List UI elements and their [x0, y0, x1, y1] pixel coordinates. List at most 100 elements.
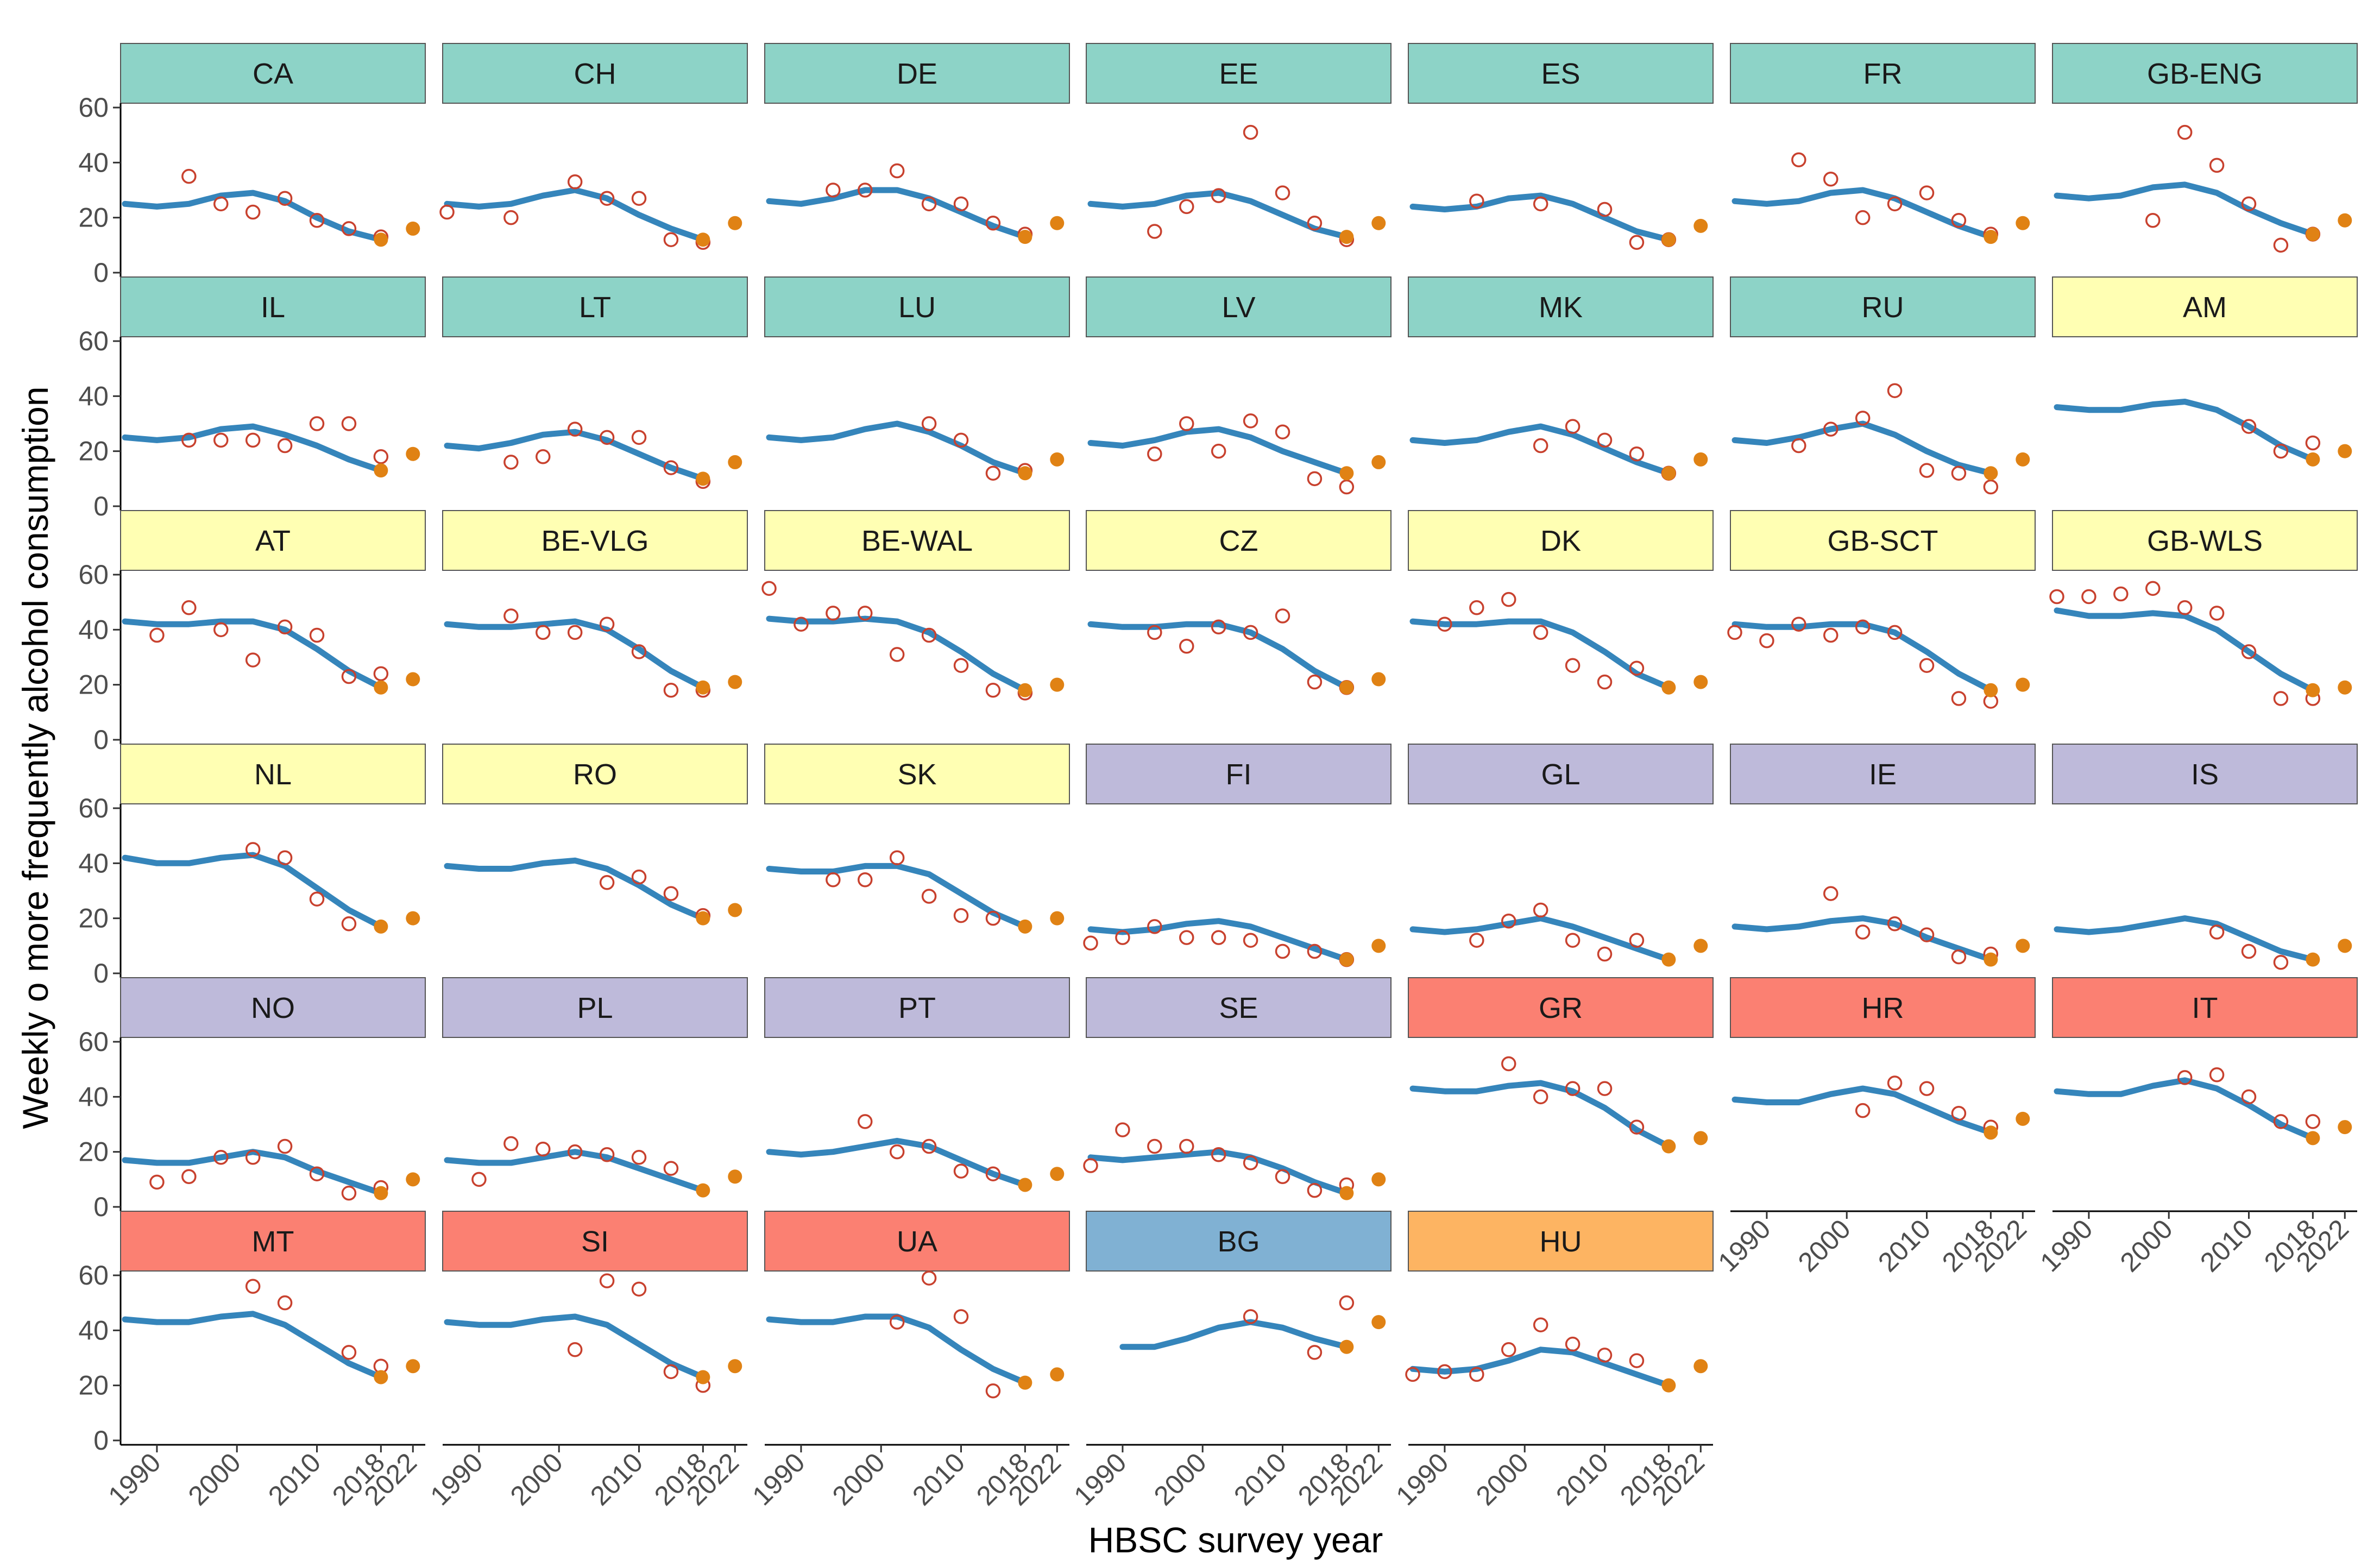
panel-strip-label: PT [898, 992, 936, 1024]
panel-mk: MK [1408, 276, 1714, 481]
observed-point [921, 889, 937, 904]
estimate-2018-point [696, 680, 710, 695]
panel-strip-label: GR [1539, 992, 1583, 1024]
observed-point [1115, 930, 1130, 945]
panel-strip [1730, 510, 2036, 571]
smooth-line [2054, 915, 2316, 963]
panel-strip-label: NO [251, 992, 295, 1024]
observed-point [373, 449, 389, 464]
observed-point [245, 1279, 261, 1294]
observed-point [858, 872, 873, 888]
observed-point [1791, 152, 1806, 168]
observed-point [1629, 660, 1645, 676]
panel-strip-label: RU [1862, 291, 1904, 324]
observed-point [826, 606, 841, 621]
observed-point [1211, 1147, 1226, 1162]
observed-point [1243, 933, 1258, 948]
observed-point [2209, 158, 2225, 173]
y-tick-label: 60 [78, 793, 109, 823]
observed-point [1565, 1081, 1581, 1096]
estimate-2018-point [1661, 1139, 1676, 1154]
smooth-line [766, 187, 1028, 240]
y-tick-label: 20 [78, 670, 109, 700]
panel-ca: CA 0 20 40 60 [78, 43, 426, 288]
prediction-2022-point [2338, 680, 2352, 695]
observed-point [663, 683, 679, 698]
prediction-2022-point [1693, 939, 1708, 953]
panel-fi: FI [1083, 744, 1392, 967]
observed-point [1951, 1105, 1967, 1121]
panel-strip-label: EE [1219, 58, 1258, 90]
observed-point [2305, 435, 2321, 451]
observed-point [921, 1138, 937, 1154]
observed-point [1339, 479, 1355, 495]
observed-point [1855, 210, 1871, 225]
estimate-2018-point [696, 1370, 710, 1385]
observed-point [1533, 438, 1548, 454]
observed-point [889, 1144, 905, 1160]
estimate-2018-point [1661, 466, 1676, 481]
observed-point [245, 652, 261, 668]
observed-point [631, 191, 647, 206]
panel-strip [120, 977, 426, 1038]
estimate-2018-point [2306, 952, 2320, 967]
observed-point [1597, 202, 1613, 217]
observed-point [1275, 943, 1290, 959]
panel-strip-label: RO [573, 758, 617, 791]
prediction-2022-point [1693, 218, 1708, 233]
observed-point [826, 182, 841, 198]
panel-strip [1086, 744, 1392, 804]
observed-point [921, 416, 937, 431]
observed-point [599, 430, 615, 445]
y-tick-label: 40 [78, 614, 109, 645]
panel-be-vlg: BE-VLG [442, 510, 748, 698]
observed-point [1597, 674, 1613, 690]
y-tick-label: 0 [93, 1192, 109, 1222]
panel-ro: RO [442, 744, 748, 926]
observed-point [1565, 658, 1581, 673]
smooth-line [1087, 621, 1350, 691]
panel-sk: SK [764, 744, 1070, 934]
panel-strip [1730, 977, 2036, 1038]
estimate-2018-point [1339, 952, 1354, 967]
observed-point [1179, 416, 1194, 431]
panel-strip-label: IS [2191, 758, 2219, 791]
observed-point [1115, 1122, 1130, 1137]
observed-point [953, 1309, 969, 1324]
estimate-2018-point [374, 1186, 388, 1200]
panel-strip-label: FI [1226, 758, 1252, 791]
prediction-2022-point [406, 672, 420, 687]
panel-de: DE [764, 43, 1070, 244]
observed-point [503, 608, 519, 624]
prediction-2022-point [1693, 675, 1708, 689]
panel-strip-label: CA [253, 58, 293, 90]
smooth-line [444, 857, 706, 922]
panel-strip [764, 510, 1070, 571]
observed-point [599, 191, 615, 206]
panel-strip-label: UA [897, 1225, 937, 1258]
observed-point [373, 666, 389, 682]
panel-no: NO 0 20 40 60 [78, 977, 426, 1222]
observed-point [2273, 443, 2289, 459]
smooth-line [1732, 420, 1994, 476]
smooth-line [1409, 192, 1672, 243]
y-axis-title: Weekly o more frequently alcohol consump… [15, 386, 55, 1129]
panel-se: SE [1083, 977, 1392, 1200]
observed-point [1855, 411, 1871, 426]
estimate-2018-point [1018, 1178, 1032, 1192]
smooth-line [1732, 1085, 1994, 1136]
panel-strip [1086, 276, 1392, 337]
panel-strip-label: PL [577, 992, 613, 1024]
smooth-line [444, 187, 706, 243]
estimate-2018-point [374, 232, 388, 247]
observed-point [1275, 185, 1290, 200]
observed-point [631, 869, 647, 885]
prediction-2022-point [2338, 1120, 2352, 1135]
observed-point [2273, 691, 2289, 706]
panel-strip [1408, 43, 1714, 104]
observed-point [1275, 424, 1290, 439]
observed-point [1307, 216, 1323, 231]
observed-point [1855, 619, 1871, 635]
estimate-2018-point [1984, 952, 1998, 967]
observed-point [1179, 199, 1194, 215]
